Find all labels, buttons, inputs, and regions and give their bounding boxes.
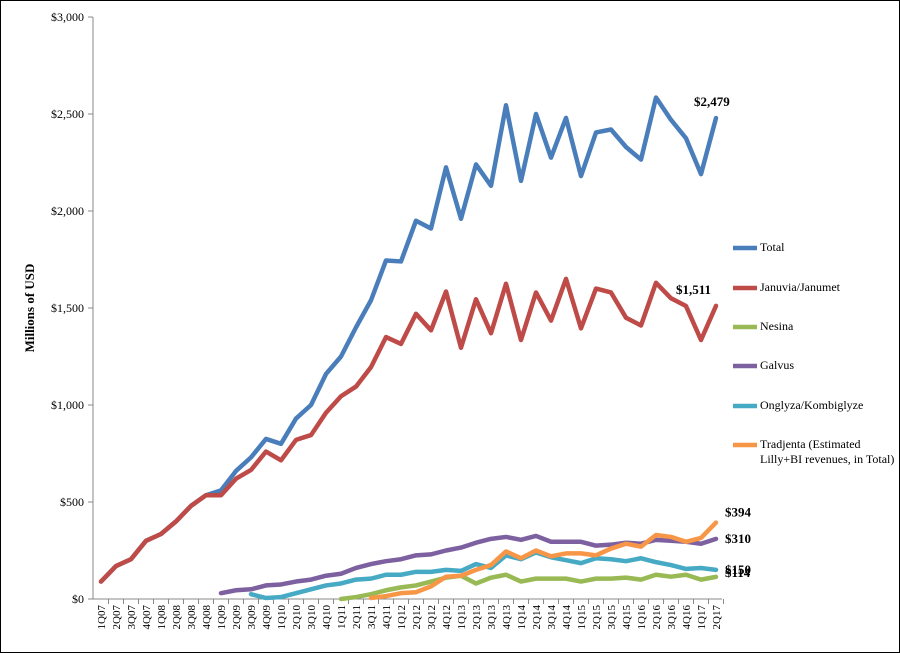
y-tick-label: $2,500: [51, 107, 84, 121]
x-tick-label: 3Q09: [246, 605, 258, 630]
x-tick-label: 4Q08: [201, 605, 213, 630]
data-label: $1,511: [676, 282, 711, 297]
x-tick-label: 2Q10: [291, 605, 303, 630]
legend-label: Galvus: [760, 358, 794, 372]
data-label: $150: [725, 562, 751, 577]
y-tick-label: $1,000: [51, 398, 84, 412]
x-tick-label: 2Q08: [171, 605, 183, 630]
x-tick-label: 3Q14: [546, 605, 558, 630]
x-tick-label: 4Q07: [141, 605, 153, 630]
x-tick-label: 4Q12: [441, 605, 453, 629]
x-tick-label: 2Q11: [351, 605, 363, 629]
x-tick-label: 2Q17: [711, 605, 723, 630]
x-tick-label: 1Q08: [156, 605, 168, 630]
x-tick-label: 1Q16: [636, 605, 648, 630]
x-tick-label: 1Q12: [396, 605, 408, 629]
y-tick-label: $2,000: [51, 204, 84, 218]
y-tick-label: $1,500: [51, 301, 84, 315]
legend-entry: Januvia/Janumet: [760, 280, 840, 294]
x-tick-label: 3Q10: [306, 605, 318, 630]
y-tick-label: $3,000: [51, 10, 84, 24]
x-tick-label: 1Q15: [576, 605, 588, 630]
legend-label: Total: [760, 240, 785, 254]
x-tick-label: 4Q11: [381, 605, 393, 629]
legend-entry: Galvus: [760, 358, 794, 372]
x-tick-label: 3Q15: [606, 605, 618, 630]
x-tick-label: 3Q12: [426, 605, 438, 629]
legend-entry: Onglyza/Kombiglyze: [760, 398, 864, 412]
x-tick-label: 1Q13: [456, 605, 468, 630]
x-tick-label: 1Q09: [216, 605, 228, 630]
x-tick-label: 3Q11: [366, 605, 378, 629]
x-tick-label: 3Q08: [186, 605, 198, 630]
x-tick-label: 2Q14: [531, 605, 543, 630]
x-tick-label: 3Q16: [666, 605, 678, 630]
x-tick-label: 4Q16: [681, 605, 693, 630]
legend-label: Onglyza/Kombiglyze: [760, 398, 864, 412]
x-tick-label: 3Q07: [126, 605, 138, 630]
data-label: $114: [725, 565, 751, 580]
x-tick-label: 2Q07: [111, 605, 123, 630]
x-tick-label: 2Q16: [651, 605, 663, 630]
x-tick-label: 3Q13: [486, 605, 498, 630]
x-tick-label: 2Q12: [411, 605, 423, 629]
legend-label: Januvia/Janumet: [760, 280, 840, 294]
series-line: [368, 520, 719, 601]
x-tick-label: 1Q10: [276, 605, 288, 630]
x-tick-label: 2Q15: [591, 605, 603, 630]
x-tick-label: 1Q11: [336, 605, 348, 629]
data-label: $310: [725, 531, 751, 546]
legend-entry: Nesina: [760, 319, 794, 333]
x-tick-label: 2Q09: [231, 605, 243, 630]
legend-label: Tradjenta (Estimated Lilly+BI revenues, …: [760, 437, 895, 466]
x-tick-label: 1Q07: [96, 605, 108, 630]
x-tick-label: 4Q10: [321, 605, 333, 630]
y-tick-label: $0: [72, 592, 84, 606]
x-tick-label: 1Q17: [696, 605, 708, 630]
x-tick-label: 2Q13: [471, 605, 483, 630]
legend-entry: Tradjenta (Estimated Lilly+BI revenues, …: [760, 437, 895, 466]
x-tick-label: 4Q14: [561, 605, 573, 630]
x-tick-label: 4Q13: [501, 605, 513, 630]
series-line: [98, 276, 719, 584]
data-label: $394: [725, 505, 752, 520]
legend-entry: Total: [760, 240, 785, 254]
x-tick-label: 1Q14: [516, 605, 528, 630]
x-tick-label: 4Q09: [261, 605, 273, 630]
series-line: [338, 572, 719, 602]
y-tick-label: $500: [60, 495, 84, 509]
data-label: $2,479: [694, 94, 730, 109]
legend-label: Nesina: [760, 319, 794, 333]
y-axis-label: Millions of USD: [22, 264, 37, 353]
x-tick-label: 4Q15: [621, 605, 633, 630]
